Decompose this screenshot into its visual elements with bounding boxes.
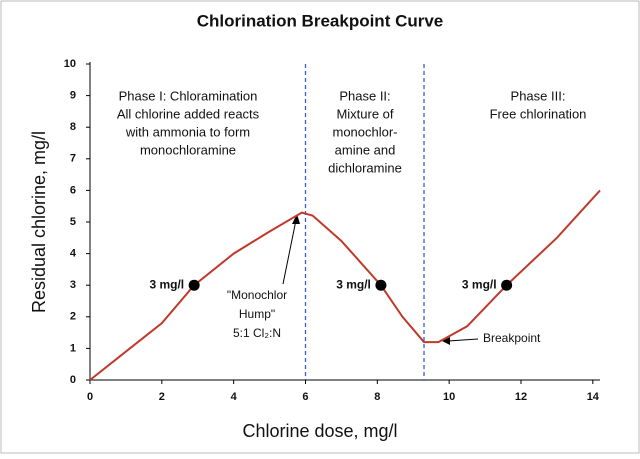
x-tick-label: 2 — [159, 391, 165, 403]
hump-arrow — [282, 219, 297, 285]
x-tick-label: 4 — [231, 391, 238, 403]
phase-text: with ammonia to form — [125, 124, 250, 139]
y-tick-label: 7 — [70, 153, 76, 165]
y-tick-label: 10 — [64, 58, 76, 70]
phase-text: Phase II: — [339, 88, 390, 103]
hump-text: "Monochlor — [227, 288, 287, 302]
y-tick-label: 4 — [70, 248, 77, 260]
breakpoint-arrow-head — [442, 337, 450, 345]
y-tick-label: 9 — [70, 90, 76, 102]
phase-text: dichloramine — [328, 160, 402, 175]
point-label: 3 mg/l — [336, 277, 371, 291]
chart-title: Chlorination Breakpoint Curve — [197, 11, 444, 30]
x-tick-label: 10 — [443, 391, 455, 403]
point-label: 3 mg/l — [462, 277, 497, 291]
phase-text: Phase I: Chloramination — [119, 88, 258, 103]
phase-text: amine and — [335, 142, 396, 157]
phase-text: Free chlorination — [490, 106, 587, 121]
phase-text: Phase III: — [511, 88, 566, 103]
y-tick-label: 2 — [70, 311, 76, 323]
x-tick-label: 0 — [87, 391, 93, 403]
y-axis-label: Residual chlorine, mg/l — [29, 131, 49, 313]
y-tick-label: 6 — [70, 184, 76, 196]
x-tick-label: 8 — [374, 391, 380, 403]
point-label: 3 mg/l — [149, 277, 184, 291]
y-tick-label: 5 — [70, 216, 76, 228]
phase-text: monochlor- — [332, 124, 397, 139]
point — [188, 279, 200, 291]
curve — [89, 189, 601, 381]
hump-text: 5:1 Cl₂:N — [233, 326, 281, 340]
point — [501, 279, 513, 291]
x-tick-label: 14 — [587, 391, 600, 403]
x-tick-label: 6 — [302, 391, 308, 403]
y-tick-label: 8 — [70, 121, 76, 133]
phase-text: All chlorine added reacts — [117, 106, 260, 121]
phase-text: Mixture of — [336, 106, 393, 121]
y-tick-label: 0 — [70, 374, 76, 386]
breakpoint-label: Breakpoint — [483, 331, 541, 345]
point — [375, 279, 387, 291]
phase-text: monochloramine — [140, 142, 236, 157]
hump-text: Hump" — [239, 307, 275, 321]
y-tick-label: 3 — [70, 279, 76, 291]
breakpoint-arrow — [447, 338, 479, 342]
y-tick-label: 1 — [70, 342, 76, 354]
x-axis-label: Chlorine dose, mg/l — [242, 421, 397, 441]
x-tick-label: 12 — [515, 391, 527, 403]
hump-arrow-head — [292, 214, 300, 224]
